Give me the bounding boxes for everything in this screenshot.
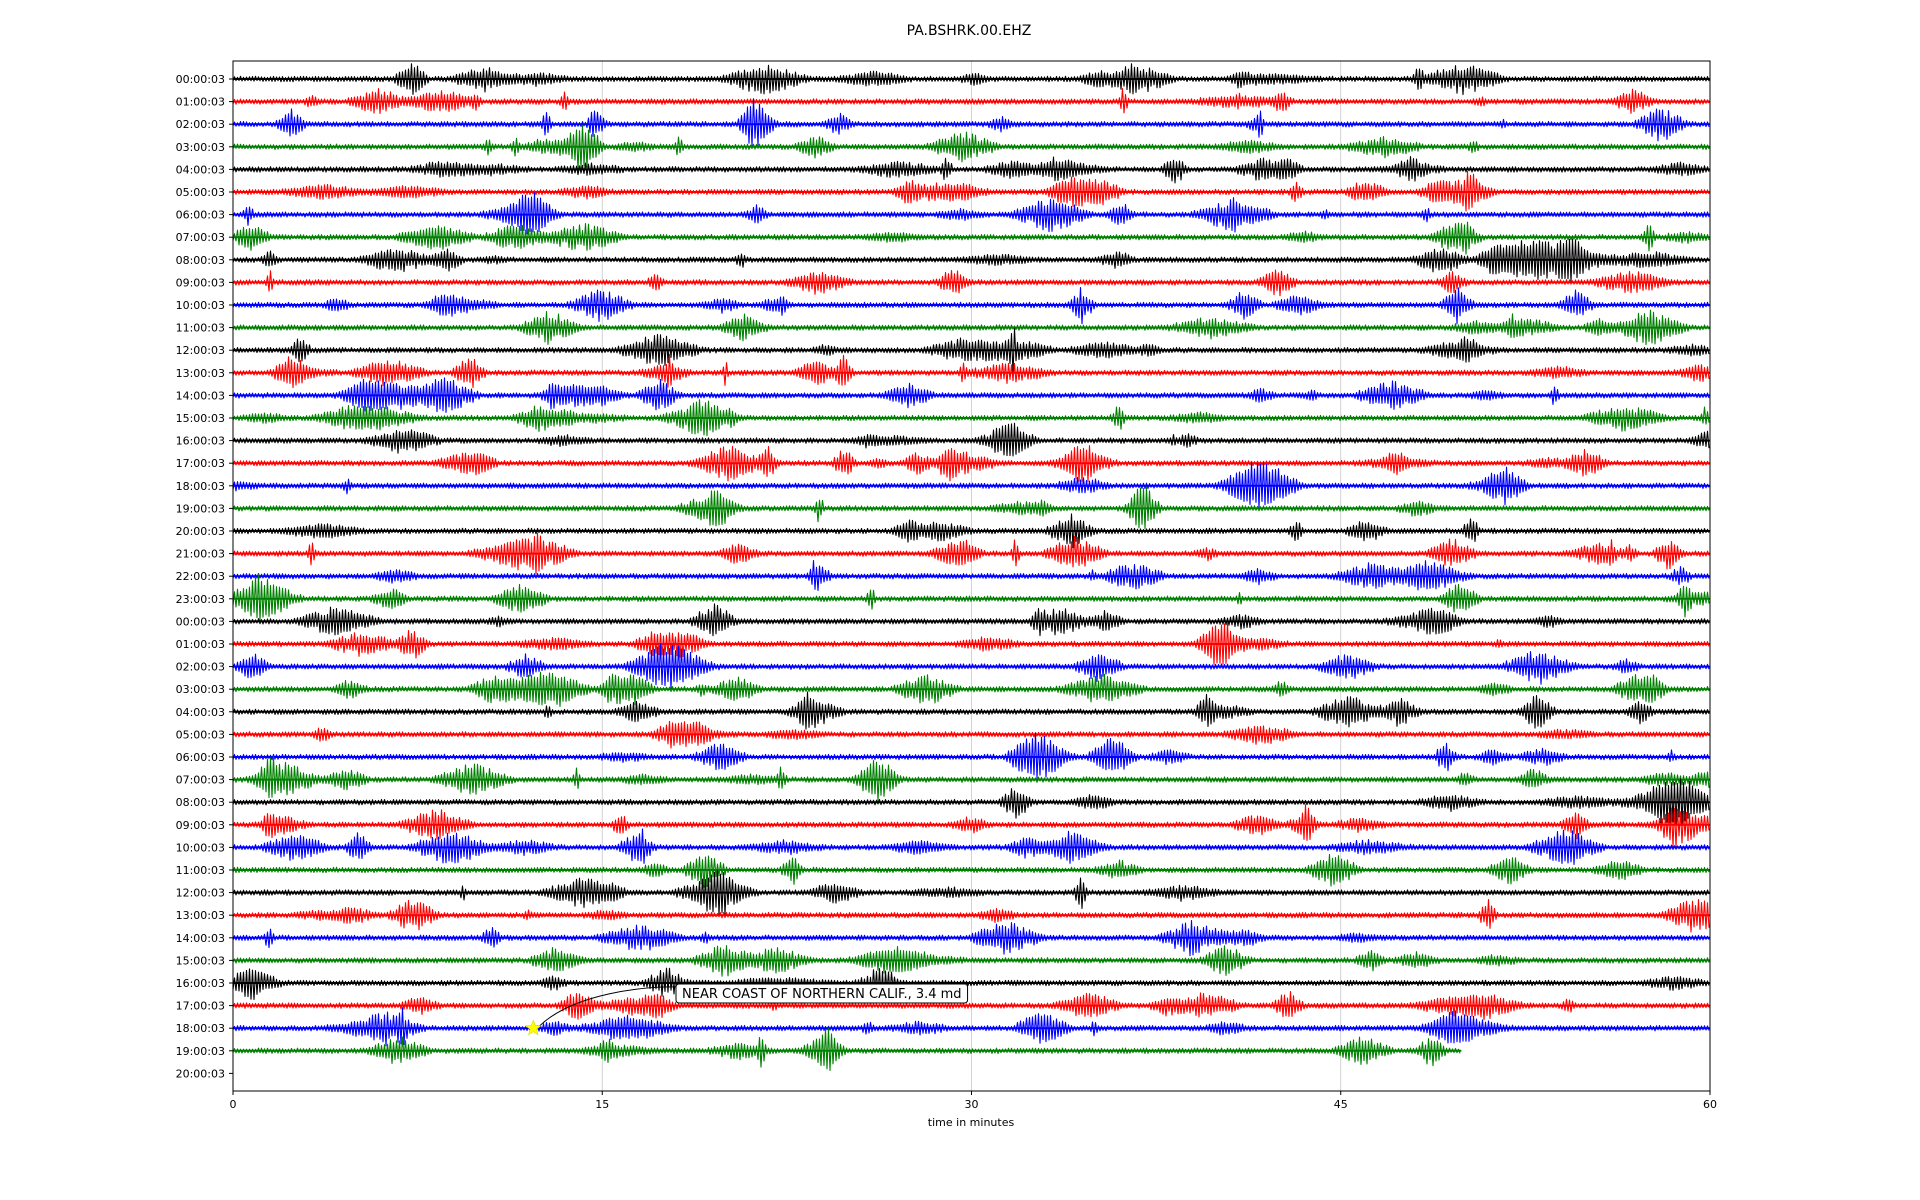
y-tick-label: 15:00:03	[176, 412, 225, 425]
y-tick-label: 00:00:03	[176, 73, 225, 86]
y-tick-label: 14:00:03	[176, 389, 225, 402]
trace-row	[232, 124, 1710, 171]
y-tick-label: 11:00:03	[176, 864, 225, 877]
y-tick-label: 10:00:03	[176, 299, 225, 312]
y-tick-label: 04:00:03	[176, 706, 225, 719]
x-tick-label: 15	[595, 1098, 609, 1111]
y-tick-label: 09:00:03	[176, 276, 225, 289]
y-tick-label: 08:00:03	[176, 254, 225, 267]
y-tick-label: 16:00:03	[176, 435, 225, 448]
y-tick-label: 20:00:03	[176, 1067, 225, 1080]
y-tick-label: 12:00:03	[176, 344, 225, 357]
y-tick-label: 05:00:03	[176, 728, 225, 741]
y-tick-label: 14:00:03	[176, 932, 225, 945]
y-tick-label: 18:00:03	[176, 480, 225, 493]
y-tick-label: 12:00:03	[176, 887, 225, 900]
y-tick-label: 01:00:03	[176, 96, 225, 109]
x-tick-label: 0	[230, 1098, 237, 1111]
event-annotation: NEAR COAST OF NORTHERN CALIF., 3.4 md	[524, 983, 969, 1036]
y-tick-label: 09:00:03	[176, 819, 225, 832]
y-tick-label: 21:00:03	[176, 548, 225, 561]
y-tick-label: 19:00:03	[176, 1045, 225, 1058]
y-tick-label: 01:00:03	[176, 638, 225, 651]
y-tick-label: 20:00:03	[176, 525, 225, 538]
y-tick-label: 02:00:03	[176, 118, 225, 131]
y-tick-label: 22:00:03	[176, 570, 225, 583]
y-tick-label: 03:00:03	[176, 141, 225, 154]
y-tick-label: 23:00:03	[176, 593, 225, 606]
y-tick-label: 02:00:03	[176, 661, 225, 674]
x-tick-label: 60	[1703, 1098, 1717, 1111]
y-tick-label: 13:00:03	[176, 909, 225, 922]
y-tick-label: 05:00:03	[176, 186, 225, 199]
y-tick-label: 10:00:03	[176, 841, 225, 854]
event-connector	[538, 986, 677, 1027]
x-tick-label: 30	[965, 1098, 979, 1111]
x-tick-label: 45	[1334, 1098, 1348, 1111]
trace-row	[232, 328, 1710, 375]
y-tick-label: 17:00:03	[176, 457, 225, 470]
y-tick-label: 03:00:03	[176, 683, 225, 696]
event-label: NEAR COAST OF NORTHERN CALIF., 3.4 md	[682, 987, 962, 1002]
y-tick-label: 08:00:03	[176, 796, 225, 809]
y-tick-label: 07:00:03	[176, 774, 225, 787]
x-axis-ticks: 0 15 30 45 60	[230, 1091, 1717, 1111]
y-tick-label: 06:00:03	[176, 209, 225, 222]
chart-title: PA.BSHRK.00.EHZ	[907, 23, 1032, 39]
x-axis-label: time in minutes	[928, 1116, 1015, 1129]
y-tick-label: 11:00:03	[176, 322, 225, 335]
y-tick-label: 18:00:03	[176, 1022, 225, 1035]
event-star-marker	[524, 1019, 542, 1036]
y-axis-ticks: 00:00:03 01:00:03 02:00:03 03:00:03 04:00:03…	[176, 73, 233, 1080]
seismic-traces	[232, 63, 1710, 1072]
y-tick-label: 16:00:03	[176, 977, 225, 990]
y-tick-label: 19:00:03	[176, 502, 225, 515]
y-tick-label: 17:00:03	[176, 1000, 225, 1013]
y-tick-label: 07:00:03	[176, 231, 225, 244]
y-tick-label: 13:00:03	[176, 367, 225, 380]
event-label-box	[675, 983, 969, 1004]
y-tick-label: 04:00:03	[176, 163, 225, 176]
y-tick-label: 06:00:03	[176, 751, 225, 764]
y-tick-label: 15:00:03	[176, 954, 225, 967]
y-tick-label: 00:00:03	[176, 615, 225, 628]
